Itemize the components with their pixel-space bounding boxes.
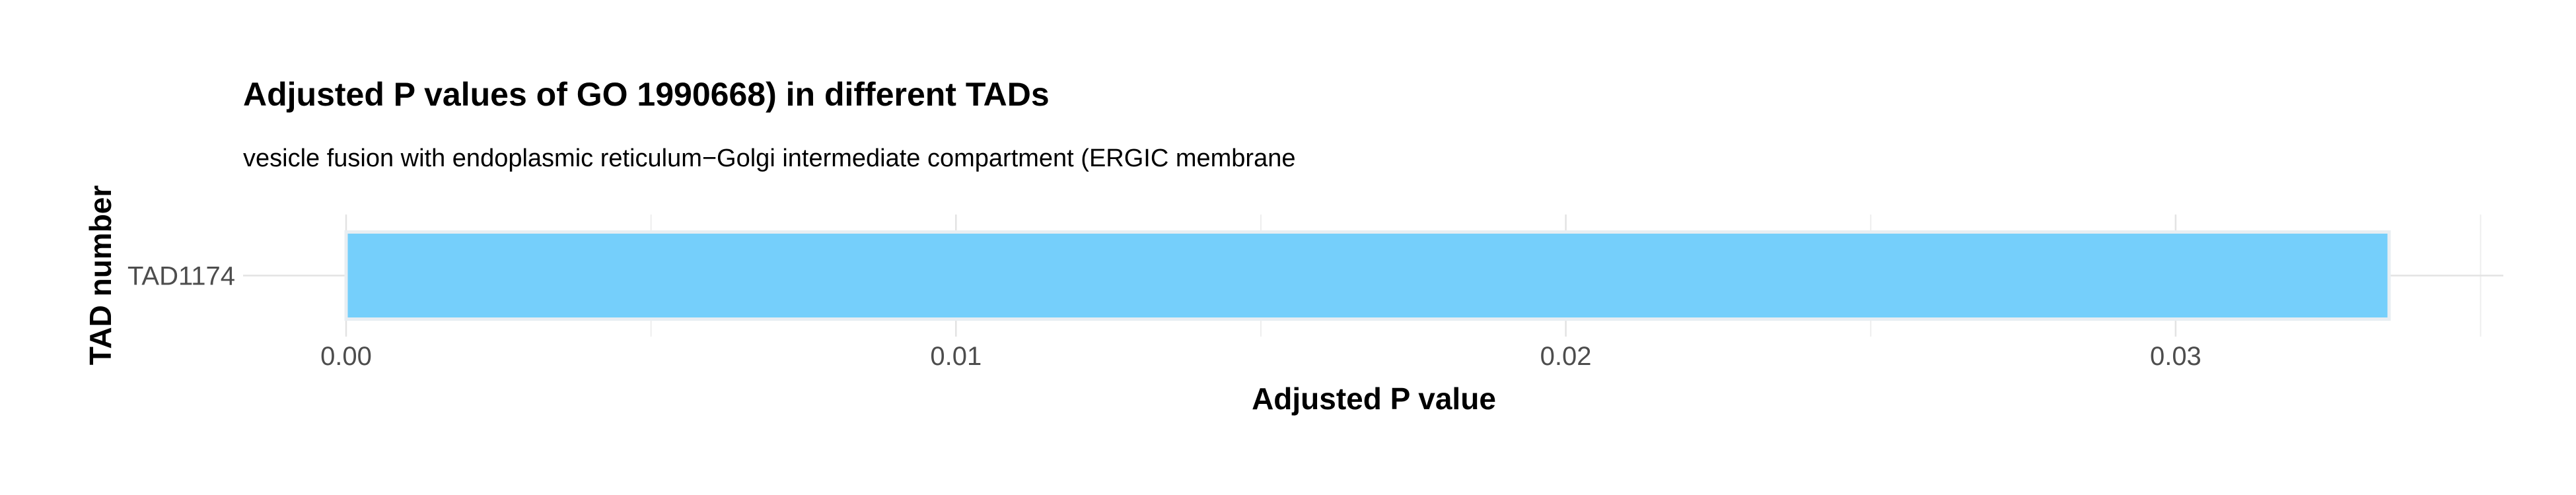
x-tick-label: 0.03 [2150, 342, 2201, 371]
y-axis-title: TAD number [83, 185, 118, 366]
y-tick-label: TAD1174 [127, 262, 235, 291]
y-axis-tick-labels: TAD1174 [127, 262, 235, 291]
x-tick-label: 0.02 [1540, 342, 1592, 371]
x-axis-tick-labels: 0.00 0.01 0.02 0.03 [320, 342, 2201, 371]
chart-subtitle: vesicle fusion with endoplasmic reticulu… [243, 145, 1295, 172]
bar-tad1174 [344, 230, 2391, 321]
x-tick-label: 0.01 [930, 342, 982, 371]
bars [344, 230, 2391, 321]
x-axis-title: Adjusted P value [1252, 381, 1496, 416]
chart-title: Adjusted P values of GO 1990668) in diff… [243, 76, 1050, 113]
x-tick-label: 0.00 [320, 342, 372, 371]
